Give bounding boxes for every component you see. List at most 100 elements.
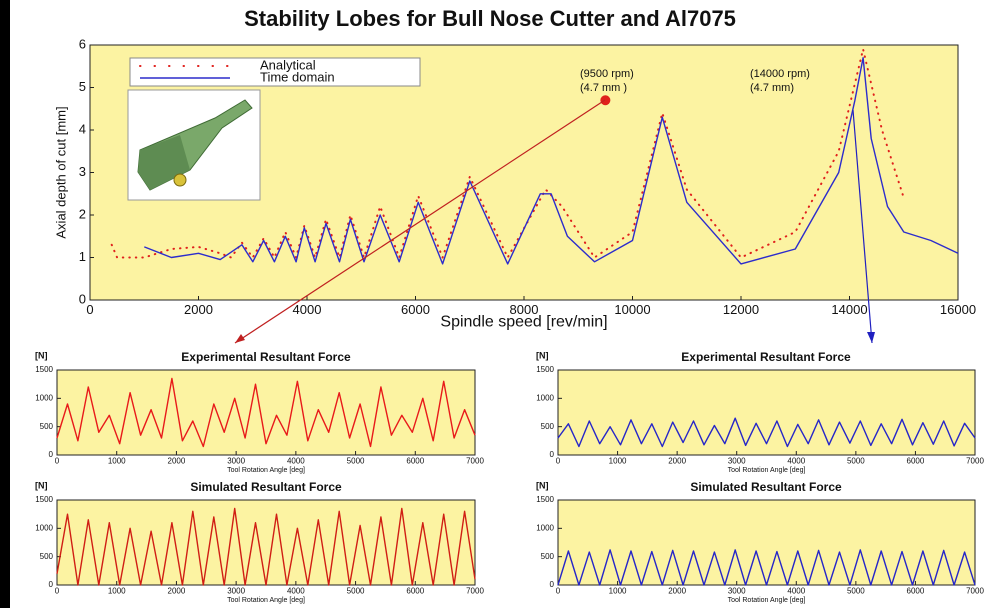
x-tick-label: 2000 bbox=[184, 302, 213, 317]
x-tick-label: 5000 bbox=[847, 457, 865, 466]
x-tick-label: 5000 bbox=[347, 457, 365, 466]
plot-area bbox=[557, 369, 976, 456]
legend-label: Analytical bbox=[260, 57, 316, 72]
x-tick-label: 4000 bbox=[787, 587, 805, 596]
y-tick-label: 0 bbox=[550, 580, 555, 589]
x-tick-label: 7000 bbox=[466, 457, 484, 466]
data-line bbox=[56, 507, 476, 586]
x-axis-label: Tool Rotation Angle [deg] bbox=[227, 467, 305, 474]
x-tick-label: 6000 bbox=[907, 587, 925, 596]
x-tick-label: 2000 bbox=[668, 457, 686, 466]
y-tick-label: 500 bbox=[40, 422, 54, 431]
chart-title: Simulated Resultant Force bbox=[190, 480, 342, 494]
x-tick-label: 6000 bbox=[907, 457, 925, 466]
y-axis-label: [N] bbox=[536, 480, 549, 490]
plot-area bbox=[56, 499, 476, 586]
x-axis-label: Tool Rotation Angle [deg] bbox=[227, 597, 305, 604]
x-tick-label: 5000 bbox=[347, 587, 365, 596]
arrowhead-blue bbox=[867, 332, 875, 343]
x-tick-label: 7000 bbox=[466, 587, 484, 596]
data-line bbox=[56, 377, 476, 448]
y-tick-label: 1500 bbox=[536, 495, 554, 504]
y-tick-label: 0 bbox=[79, 291, 86, 306]
y-axis-label: [N] bbox=[536, 350, 549, 360]
arrow-blue bbox=[852, 109, 873, 344]
annotation: (9500 rpm) bbox=[580, 68, 634, 80]
y-tick-label: 6 bbox=[79, 36, 86, 51]
x-tick-label: 3000 bbox=[728, 457, 746, 466]
y-tick-label: 1000 bbox=[35, 523, 53, 532]
x-tick-label: 3000 bbox=[227, 457, 245, 466]
chart-title: Experimental Resultant Force bbox=[181, 350, 351, 364]
chart-title: Experimental Resultant Force bbox=[681, 350, 851, 364]
arrow-red bbox=[234, 99, 606, 344]
y-tick-label: 3 bbox=[79, 164, 86, 179]
chart-title: Stability Lobes for Bull Nose Cutter and… bbox=[244, 6, 736, 31]
x-tick-label: 16000 bbox=[940, 302, 976, 317]
annotation: (14000 rpm) bbox=[750, 68, 810, 80]
x-tick-label: 6000 bbox=[406, 587, 424, 596]
data-line bbox=[110, 48, 905, 259]
annotation: (4.7 mm) bbox=[750, 82, 794, 94]
y-axis-label: [N] bbox=[35, 480, 48, 490]
y-tick-label: 2 bbox=[79, 206, 86, 221]
y-tick-label: 0 bbox=[49, 580, 54, 589]
data-line bbox=[557, 549, 976, 586]
y-tick-label: 1500 bbox=[35, 495, 53, 504]
x-tick-label: 14000 bbox=[831, 302, 867, 317]
x-tick-label: 0 bbox=[556, 587, 561, 596]
data-line bbox=[557, 417, 976, 448]
x-axis-label: Spindle speed [rev/min] bbox=[440, 313, 607, 330]
cutter-image bbox=[127, 89, 261, 201]
x-axis-label: Tool Rotation Angle [deg] bbox=[728, 597, 806, 604]
y-tick-label: 1000 bbox=[35, 393, 53, 402]
y-tick-label: 500 bbox=[541, 422, 555, 431]
chart-title: Simulated Resultant Force bbox=[690, 480, 842, 494]
y-axis-label: [N] bbox=[35, 350, 48, 360]
y-tick-label: 0 bbox=[49, 450, 54, 459]
y-tick-label: 1500 bbox=[35, 365, 53, 374]
x-tick-label: 4000 bbox=[293, 302, 322, 317]
charts: Stability Lobes for Bull Nose Cutter and… bbox=[35, 6, 984, 604]
x-tick-label: 8000 bbox=[510, 302, 539, 317]
x-tick-label: 6000 bbox=[406, 457, 424, 466]
x-tick-label: 12000 bbox=[723, 302, 759, 317]
x-tick-label: 7000 bbox=[966, 587, 984, 596]
plot-area bbox=[557, 499, 976, 586]
x-tick-label: 3000 bbox=[227, 587, 245, 596]
y-tick-label: 1000 bbox=[536, 393, 554, 402]
x-tick-label: 4000 bbox=[287, 457, 305, 466]
x-tick-label: 7000 bbox=[966, 457, 984, 466]
y-axis-label: Axial depth of cut [mm] bbox=[53, 106, 68, 238]
left-border bbox=[0, 0, 10, 608]
x-tick-label: 0 bbox=[55, 457, 60, 466]
x-tick-label: 2000 bbox=[168, 457, 186, 466]
x-tick-label: 1000 bbox=[108, 587, 126, 596]
x-tick-label: 0 bbox=[55, 587, 60, 596]
x-tick-label: 4000 bbox=[787, 457, 805, 466]
annotation: (4.7 mm ) bbox=[580, 82, 627, 94]
x-axis-label: Tool Rotation Angle [deg] bbox=[728, 467, 806, 474]
legend-label: Time domain bbox=[260, 69, 335, 84]
highlight-point bbox=[600, 95, 611, 106]
x-tick-label: 0 bbox=[86, 302, 93, 317]
data-line bbox=[144, 57, 959, 265]
y-tick-label: 0 bbox=[550, 450, 555, 459]
x-tick-label: 10000 bbox=[614, 302, 650, 317]
y-tick-label: 1 bbox=[79, 249, 86, 264]
x-tick-label: 6000 bbox=[401, 302, 430, 317]
x-tick-label: 5000 bbox=[847, 587, 865, 596]
legend bbox=[129, 57, 421, 87]
x-tick-label: 0 bbox=[556, 457, 561, 466]
x-tick-label: 1000 bbox=[609, 457, 627, 466]
x-tick-label: 1000 bbox=[609, 587, 627, 596]
x-tick-label: 3000 bbox=[728, 587, 746, 596]
y-tick-label: 4 bbox=[79, 121, 86, 136]
cutter-insert bbox=[173, 173, 187, 187]
x-tick-label: 2000 bbox=[168, 587, 186, 596]
y-tick-label: 500 bbox=[541, 552, 555, 561]
y-tick-label: 5 bbox=[79, 79, 86, 94]
y-tick-label: 1000 bbox=[536, 523, 554, 532]
x-tick-label: 4000 bbox=[287, 587, 305, 596]
